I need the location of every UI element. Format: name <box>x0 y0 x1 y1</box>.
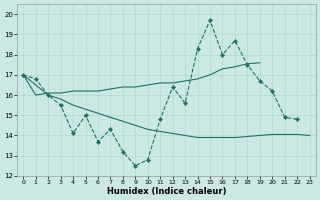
X-axis label: Humidex (Indice chaleur): Humidex (Indice chaleur) <box>107 187 226 196</box>
